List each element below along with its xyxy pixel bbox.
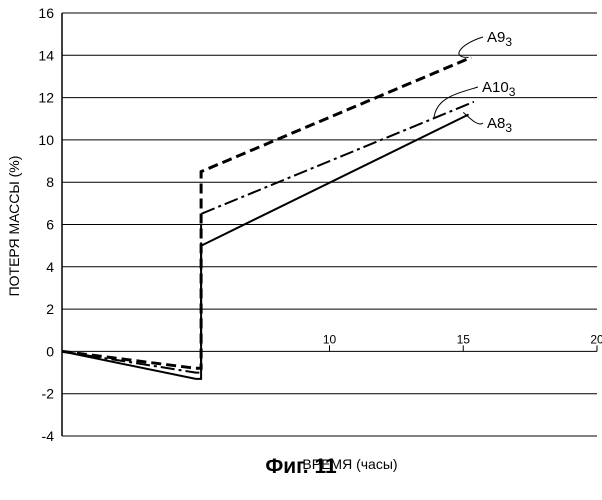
y-tick-label: 12	[38, 90, 54, 106]
series-subscript: 3	[505, 35, 512, 49]
x-tick-label: 10	[323, 332, 337, 346]
series-line-a8	[62, 115, 469, 379]
y-tick-label: 2	[46, 301, 54, 317]
series-label: A83	[487, 115, 512, 135]
y-tick-label: 4	[46, 259, 54, 275]
series-name: A8	[487, 115, 505, 132]
y-axis-label: ПОТЕРЯ МАССЫ (%)	[6, 156, 22, 297]
x-tick-label: 15	[457, 332, 471, 346]
x-tick-label: 20	[590, 332, 602, 346]
y-tick-label: 10	[38, 132, 54, 148]
y-tick-label: -2	[42, 386, 55, 402]
series-label: A103	[482, 79, 516, 99]
series-name: A10	[482, 79, 509, 96]
series-labels: A93A103A83	[434, 29, 516, 135]
series-label-leader	[459, 37, 483, 57]
figure-caption: Фиг. 11	[0, 455, 602, 479]
grid	[62, 13, 597, 436]
series-label: A93	[487, 29, 512, 49]
series-subscript: 3	[505, 121, 512, 135]
y-tick-label: -4	[42, 428, 55, 444]
series-label-leader	[434, 87, 478, 119]
y-tick-label: 6	[46, 217, 54, 233]
y-tick-label: 16	[38, 5, 54, 21]
y-tick-label: 0	[46, 343, 54, 359]
series-lines	[62, 57, 474, 379]
y-tick-label: 8	[46, 174, 54, 190]
series-subscript: 3	[509, 85, 516, 99]
y-tick-label: 14	[38, 47, 54, 63]
series-label-leader	[463, 112, 483, 124]
series-name: A9	[487, 29, 505, 46]
